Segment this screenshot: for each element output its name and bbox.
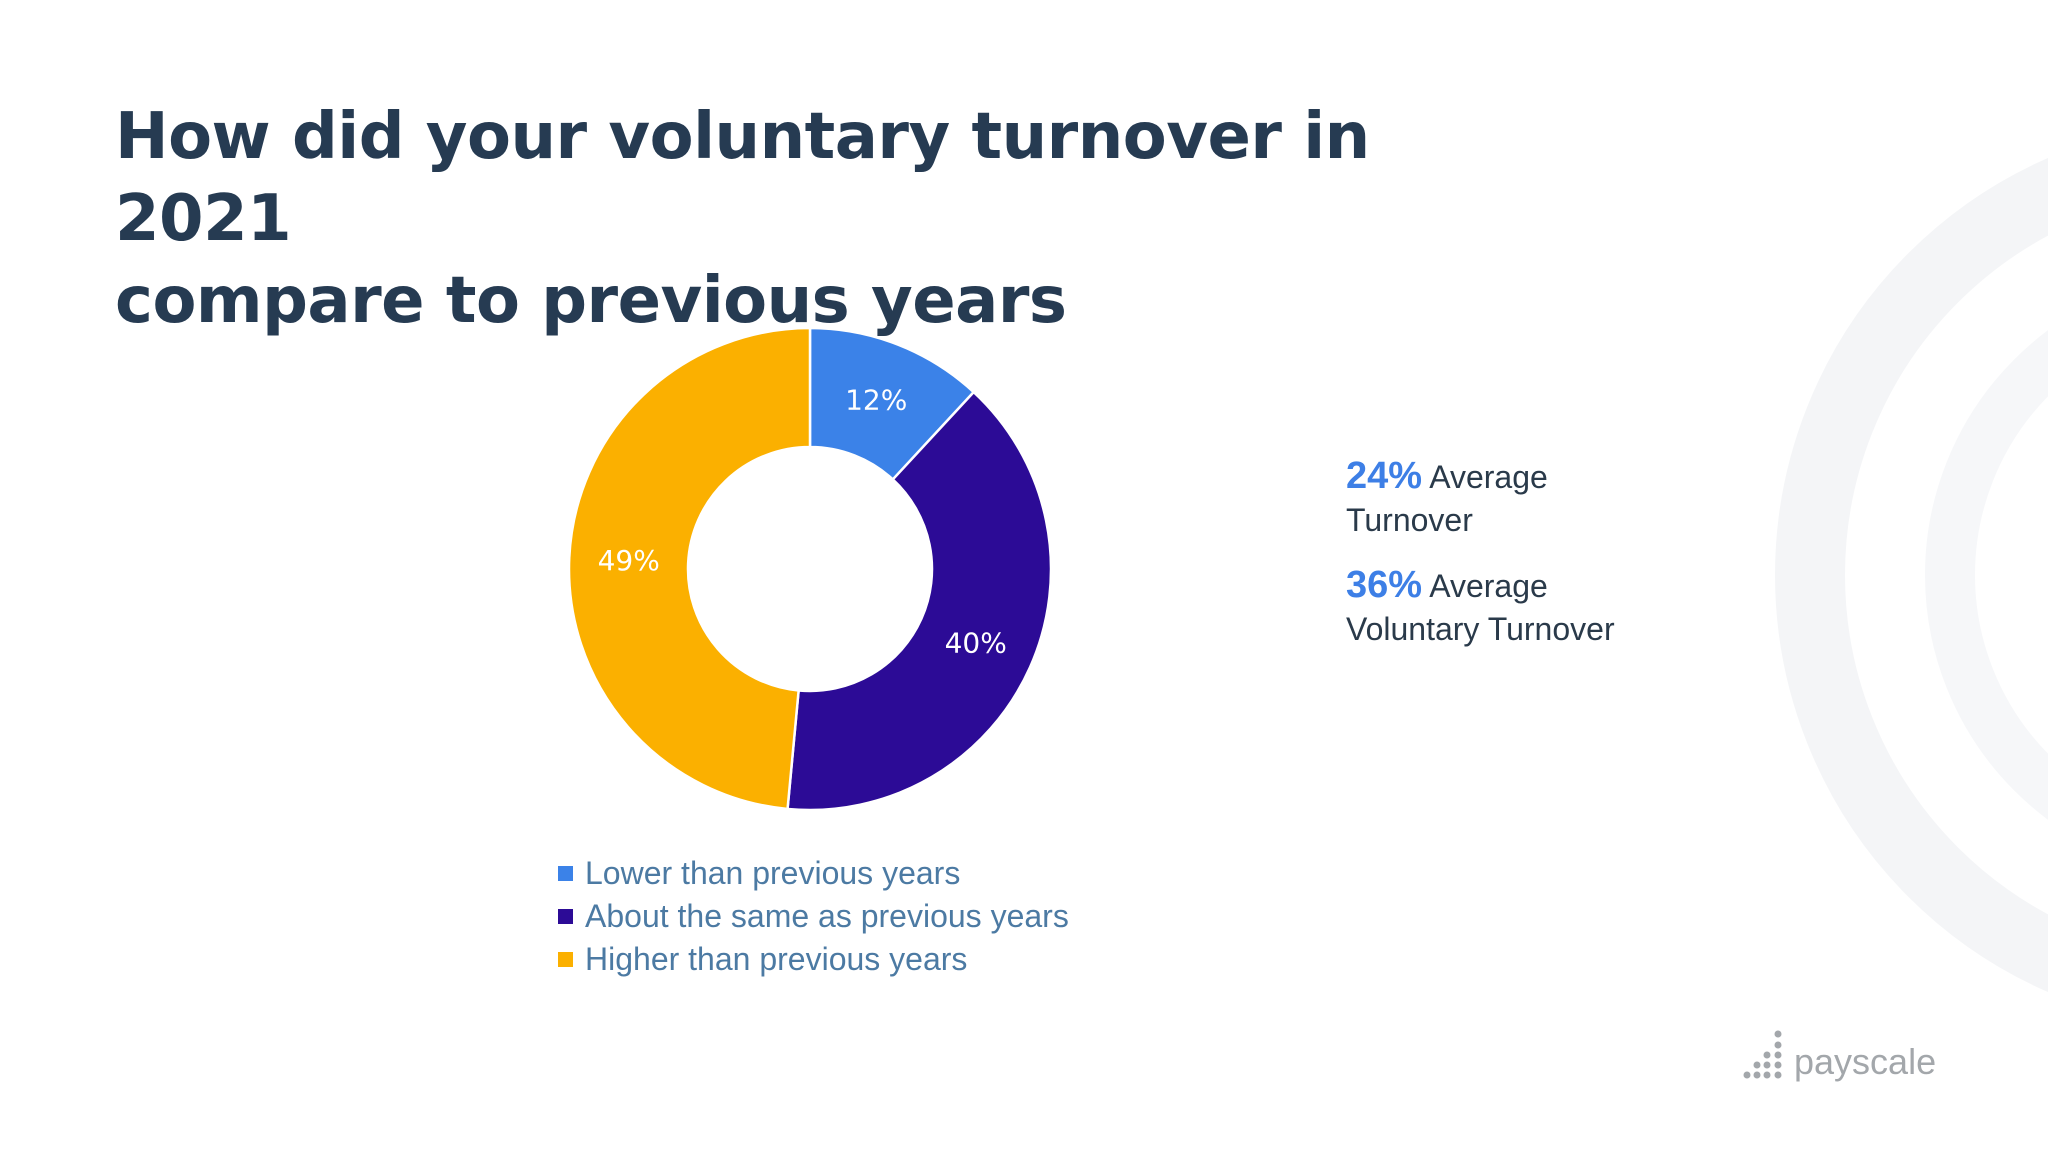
donut-label-higher: 49% <box>598 544 660 577</box>
stats-panel: 24% Average Turnover 36% Average Volunta… <box>1346 455 1615 673</box>
logo-text: payscale <box>1794 1041 1937 1082</box>
stat-average-turnover: 24% Average Turnover <box>1346 455 1615 542</box>
legend-item-lower: Lower than previous years <box>558 852 1069 895</box>
legend-label-same: About the same as previous years <box>585 898 1069 934</box>
legend-swatch-higher <box>558 952 573 967</box>
donut-label-same: 40% <box>945 626 1007 659</box>
stat-label-line2: Turnover <box>1346 502 1473 538</box>
legend-item-higher: Higher than previous years <box>558 938 1069 981</box>
legend-label-lower: Lower than previous years <box>585 855 961 891</box>
stat-average-voluntary-turnover: 36% Average Voluntary Turnover <box>1346 564 1615 651</box>
donut-slice-same <box>786 390 1053 812</box>
stat-value: 36% <box>1346 564 1423 606</box>
legend-label-higher: Higher than previous years <box>585 941 968 977</box>
title-line-2: compare to previous years <box>115 264 1067 338</box>
stat-label-line1: Average <box>1429 568 1548 604</box>
legend-swatch-lower <box>558 866 573 881</box>
legend-item-same: About the same as previous years <box>558 895 1069 938</box>
legend-swatch-same <box>558 909 573 924</box>
title-line-1: How did your voluntary turnover in 2021 <box>115 100 1370 256</box>
page-title: How did your voluntary turnover in 2021 … <box>115 96 1515 342</box>
stat-label-line2: Voluntary Turnover <box>1346 611 1615 647</box>
payscale-logo: payscale <box>1742 1028 1936 1080</box>
chart-legend: Lower than previous years About the same… <box>558 852 1069 981</box>
stat-label-line1: Average <box>1429 459 1548 495</box>
payscale-dots-icon <box>1743 1030 1782 1079</box>
stat-value: 24% <box>1346 455 1423 497</box>
donut-slice-higher <box>567 326 812 811</box>
donut-label-lower: 12% <box>845 383 907 416</box>
